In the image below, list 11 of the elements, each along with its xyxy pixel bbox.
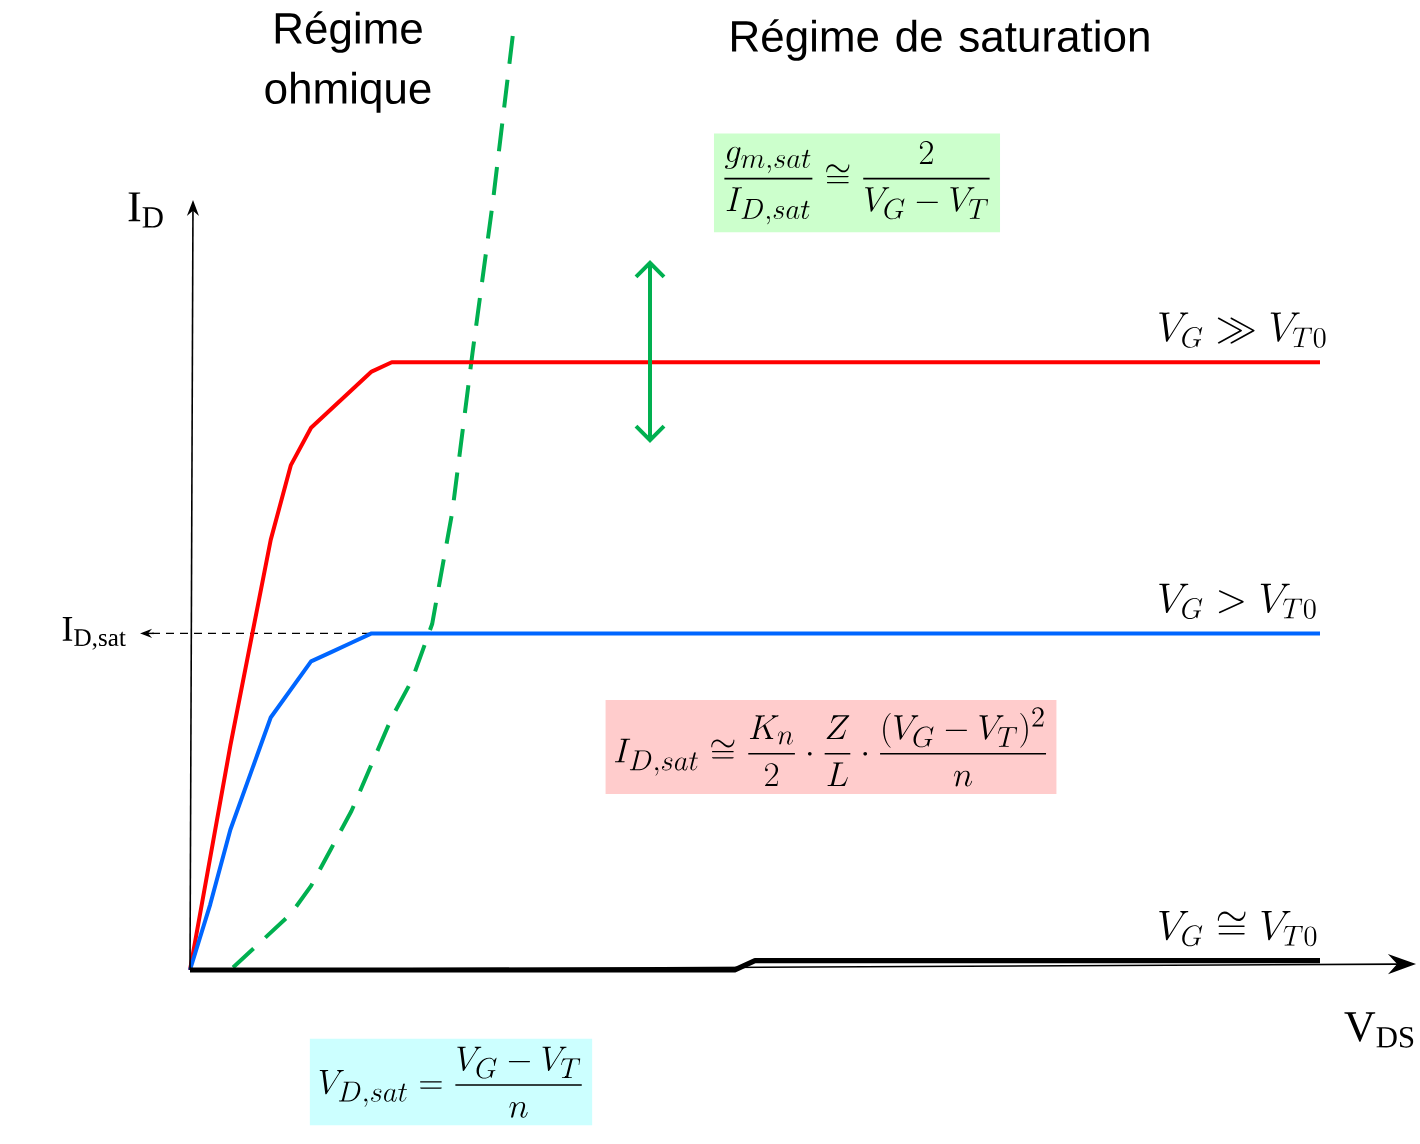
series-label: $V_G \gg V_{T0}$ (1159, 312, 1326, 348)
series-label: $V_G > V_{T0}$ (1159, 583, 1316, 619)
y-axis-title: I$_{D}$ (128, 192, 163, 228)
annotation: Régime de saturation (732, 19, 1149, 61)
ref-line-label: I$_{D,sat}$ (62, 617, 126, 650)
annotation: $\frac{g_{m,sat}}{I_{D,sat}} \cong \frac{2}{V_G - V_T}$ (724, 141, 990, 225)
series-label: $V_G \cong V_{T0}$ (1159, 911, 1317, 947)
annotation: $I_{D,sat} \cong \frac{K_n}{2}\cdot\frac{Z}{L}\cdot\frac{(V_G - V_T)^2}{n}$ (614, 707, 1047, 787)
x-axis-title: V$_{DS}$ (1344, 1012, 1414, 1048)
text: $V_{D,sat} = \frac{V_G - V_T}{n}$ (319, 1046, 582, 1118)
annotation: Régime ohmique (265, 11, 431, 113)
